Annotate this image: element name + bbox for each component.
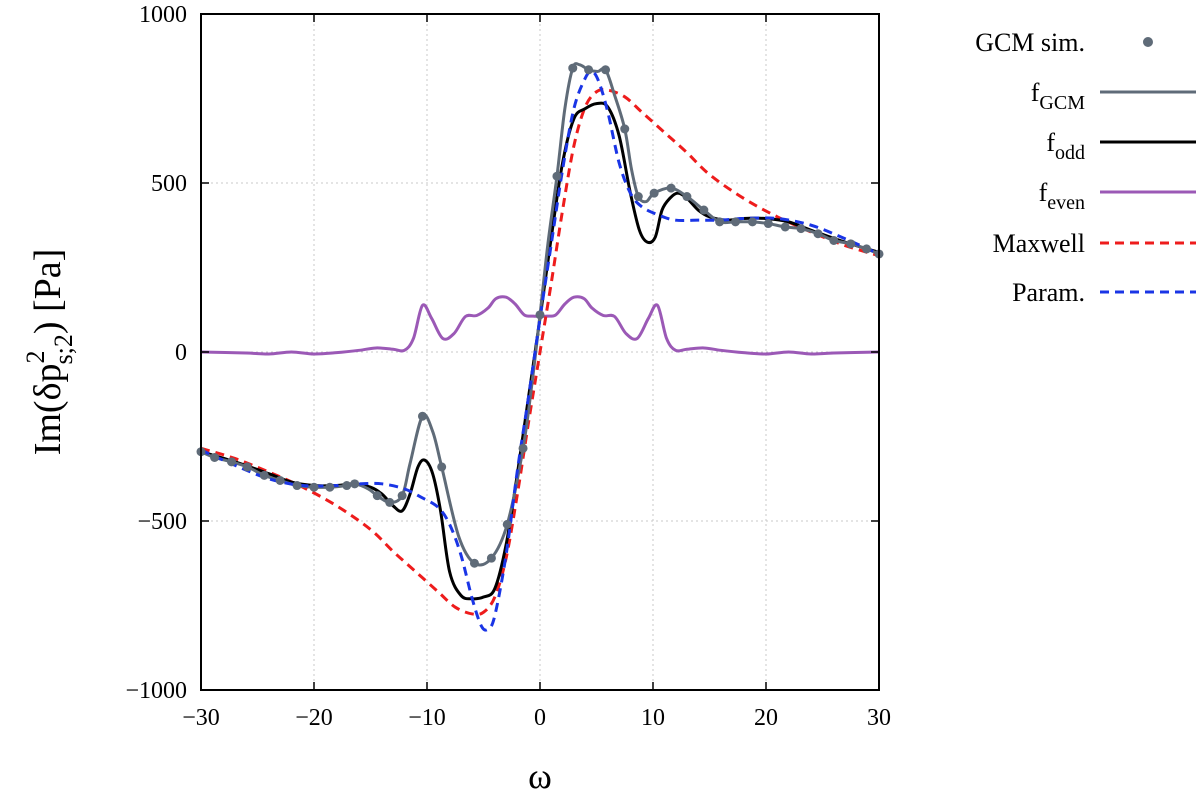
x-axis-label: ω (528, 756, 552, 796)
gcm-sim-point (350, 479, 360, 489)
gcm-sim-point (682, 192, 692, 202)
legend-label-f-gcm: fGCM (1031, 78, 1085, 114)
legend-label-base: f (1031, 78, 1040, 107)
y-axis-label: Im(δp2s;2) [Pa] (21, 249, 78, 456)
gcm-sim-point (584, 65, 594, 75)
legend-label-f-odd: fodd (1046, 128, 1085, 164)
grid (201, 14, 879, 690)
y-tick-label: −500 (137, 509, 187, 535)
gcm-sim-point (210, 452, 220, 462)
x-tick-label: 20 (754, 705, 778, 731)
ticks: −30 −20 −10 0 10 20 30 −1000 −500 0 500 1000 (125, 2, 891, 731)
gcm-sim-point (469, 558, 479, 568)
x-tick-label: −30 (182, 705, 220, 731)
gcm-sim-point (829, 235, 839, 245)
gcm-sim-point (486, 553, 496, 563)
gcm-sim-point (292, 481, 302, 491)
gcm-sim-point (227, 457, 237, 467)
series-line-maxwell (200, 87, 880, 617)
series-line-param (200, 69, 880, 632)
y-tick-label: 0 (175, 340, 187, 366)
gcm-sim-point (325, 482, 335, 492)
gcm-sim-point (633, 192, 643, 202)
gcm-sim-point (620, 124, 630, 134)
x-tick-label: 30 (867, 705, 891, 731)
legend-label-gcm-sim: GCM sim. (975, 28, 1085, 57)
gcm-sim-point (342, 481, 352, 491)
gcm-sim-point (699, 205, 709, 215)
gcm-sim-point (715, 217, 725, 227)
x-tick-label: 0 (534, 705, 546, 731)
y-axis-label-sub: s;2 (49, 334, 78, 364)
legend-label-f-even: feven (1039, 178, 1085, 214)
legend-label-sub: odd (1055, 142, 1085, 164)
gcm-sim-point (259, 470, 269, 480)
gcm-sim-point (846, 239, 856, 249)
x-tick-label: −20 (295, 705, 333, 731)
gcm-sim-point (813, 229, 823, 239)
gcm-sim-point (780, 222, 790, 232)
gcm-sim-point (552, 171, 562, 181)
y-axis-label-base: Im(δp (27, 364, 69, 456)
series-layer (196, 62, 884, 632)
x-tick-label: −10 (408, 705, 446, 731)
gcm-sim-point (309, 482, 319, 492)
gcm-sim-point (763, 219, 773, 229)
gcm-sim-point (568, 63, 578, 73)
gcm-sim-point (372, 491, 382, 501)
gcm-sim-point (747, 217, 757, 227)
y-tick-label: 1000 (139, 2, 187, 28)
gcm-sim-point (502, 519, 512, 529)
legend-label-base: f (1046, 128, 1055, 157)
legend-label-sub: even (1047, 192, 1085, 214)
gcm-sim-point (417, 411, 427, 421)
legend-label-param: Param. (1012, 278, 1085, 307)
gcm-sim-point (666, 183, 676, 193)
y-axis-label-sup: 2 (21, 351, 50, 364)
y-axis-label-tail: ) [Pa] (27, 249, 69, 334)
y-tick-label: −1000 (125, 678, 187, 704)
gcm-sim-point (397, 491, 407, 501)
gcm-sim-point (518, 443, 528, 453)
legend-label-maxwell: Maxwell (993, 229, 1085, 258)
gcm-sim-point (730, 217, 740, 227)
legend-label-base: f (1039, 178, 1048, 207)
y-tick-label: 500 (151, 171, 187, 197)
gcm-sim-point (437, 462, 447, 472)
gcm-sim-point (862, 244, 872, 254)
gcm-sim-point (385, 497, 395, 507)
gcm-sim-point (649, 188, 659, 198)
x-tick-label: 10 (641, 705, 665, 731)
legend-swatch-gcm-sim (1143, 37, 1153, 47)
gcm-sim-point (242, 462, 252, 472)
legend-label-sub: GCM (1039, 92, 1085, 114)
gcm-sim-point (275, 475, 285, 485)
gcm-sim-point (535, 310, 545, 320)
gcm-sim-point (796, 224, 806, 234)
gcm-sim-point (601, 65, 611, 75)
